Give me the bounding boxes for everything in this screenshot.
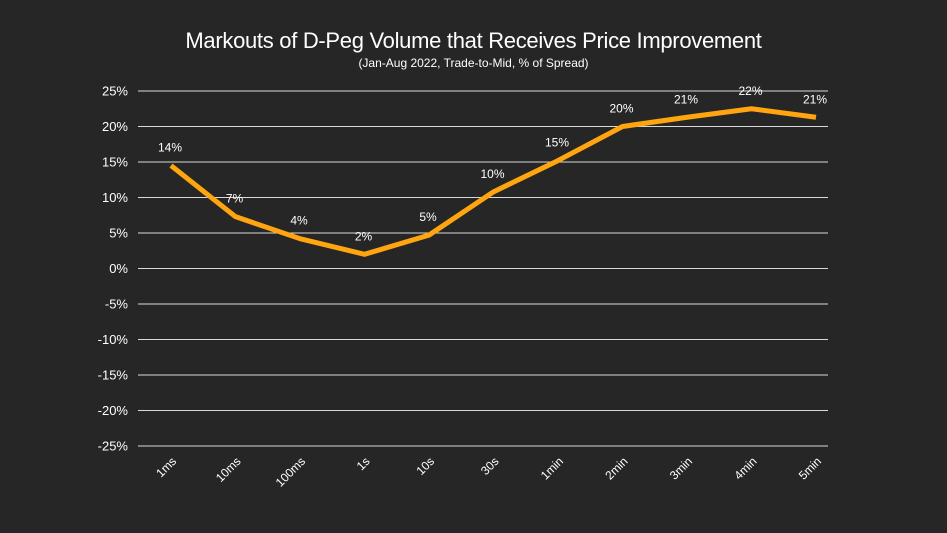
y-tick-label: 0% [109, 261, 128, 276]
x-tick-label: 2min [602, 454, 630, 482]
x-tick-label: 5min [796, 454, 824, 482]
x-tick-label: 1s [354, 454, 373, 473]
y-tick-label: 5% [109, 226, 128, 241]
x-tick-label: 4min [731, 454, 759, 482]
y-tick-label: -20% [98, 403, 129, 418]
data-label: 21% [674, 92, 698, 106]
y-tick-label: -5% [105, 297, 129, 312]
y-tick-label: 20% [102, 119, 128, 134]
x-tick-label: 10s [414, 454, 438, 478]
x-tick-label: 1ms [153, 454, 179, 480]
y-tick-label: -15% [98, 368, 129, 383]
data-label: 2% [355, 229, 373, 243]
data-label: 22% [738, 84, 762, 98]
data-label: 10% [480, 167, 504, 181]
data-label: 7% [226, 192, 244, 206]
data-label: 4% [290, 214, 308, 228]
x-tick-label: 10ms [213, 454, 244, 485]
data-label: 5% [419, 210, 437, 224]
y-tick-label: 15% [102, 155, 128, 170]
x-tick-label: 100ms [273, 454, 308, 489]
chart-title: Markouts of D-Peg Volume that Receives P… [185, 28, 762, 53]
data-label: 21% [803, 92, 827, 106]
data-label: 14% [158, 141, 182, 155]
x-tick-label: 3min [667, 454, 695, 482]
x-tick-label: 1min [538, 454, 566, 482]
y-tick-label: 25% [102, 84, 128, 99]
y-tick-label: -25% [98, 439, 129, 454]
x-tick-label: 30s [478, 454, 502, 478]
y-tick-label: 10% [102, 190, 128, 205]
y-tick-label: -10% [98, 332, 129, 347]
chart-subtitle: (Jan-Aug 2022, Trade-to-Mid, % of Spread… [358, 56, 589, 70]
data-label: 20% [609, 102, 633, 116]
series-line [169, 106, 817, 257]
data-label: 15% [545, 136, 569, 150]
